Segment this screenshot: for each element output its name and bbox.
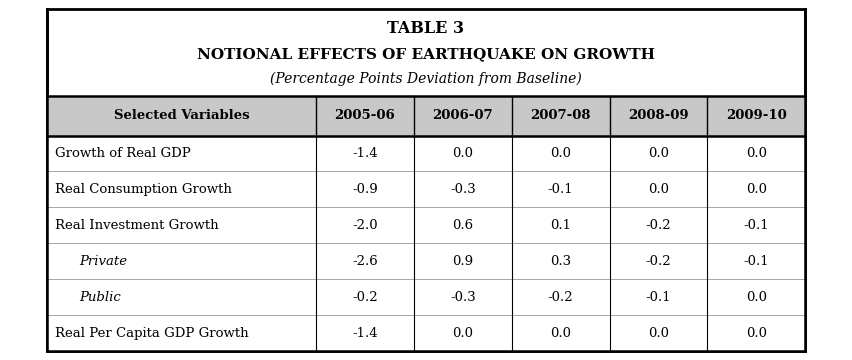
Text: 0.0: 0.0	[648, 327, 669, 339]
Text: 0.0: 0.0	[746, 327, 767, 339]
Bar	[47, 315, 805, 351]
Text: 0.0: 0.0	[746, 147, 767, 160]
Text: 0.1: 0.1	[550, 219, 571, 232]
Text: -0.2: -0.2	[646, 255, 671, 268]
Bar	[47, 135, 805, 171]
Text: 2008-09: 2008-09	[628, 109, 688, 122]
Bar	[47, 171, 805, 207]
Text: 0.0: 0.0	[746, 291, 767, 303]
Text: 0.3: 0.3	[550, 255, 571, 268]
Text: 0.0: 0.0	[550, 327, 571, 339]
Text: Real Per Capita GDP Growth: Real Per Capita GDP Growth	[55, 327, 249, 339]
Text: Selected Variables: Selected Variables	[113, 109, 250, 122]
Text: 2007-08: 2007-08	[530, 109, 590, 122]
Text: Real Investment Growth: Real Investment Growth	[55, 219, 219, 232]
Text: Growth of Real GDP: Growth of Real GDP	[55, 147, 191, 160]
Text: -0.9: -0.9	[352, 183, 377, 196]
Bar	[47, 279, 805, 315]
Text: 0.0: 0.0	[550, 147, 571, 160]
Text: -0.3: -0.3	[450, 183, 475, 196]
Text: -0.1: -0.1	[744, 255, 769, 268]
Text: 0.9: 0.9	[452, 255, 474, 268]
Text: 0.0: 0.0	[648, 147, 669, 160]
Text: -0.3: -0.3	[450, 291, 475, 303]
Text: -1.4: -1.4	[352, 147, 377, 160]
Text: -0.1: -0.1	[646, 291, 671, 303]
Text: 0.0: 0.0	[452, 327, 473, 339]
Text: -0.2: -0.2	[646, 219, 671, 232]
Text: Public: Public	[79, 291, 121, 303]
Text: 2006-07: 2006-07	[433, 109, 493, 122]
Bar	[47, 243, 805, 279]
Text: -0.1: -0.1	[744, 219, 769, 232]
Bar	[47, 207, 805, 243]
Text: -0.2: -0.2	[548, 291, 573, 303]
Text: TABLE 3: TABLE 3	[388, 20, 464, 37]
Text: -1.4: -1.4	[352, 327, 377, 339]
Text: -0.2: -0.2	[352, 291, 377, 303]
Text: 0.0: 0.0	[452, 147, 473, 160]
Text: -2.6: -2.6	[352, 255, 377, 268]
Bar	[47, 9, 805, 351]
Text: 0.6: 0.6	[452, 219, 474, 232]
Text: Real Consumption Growth: Real Consumption Growth	[55, 183, 233, 196]
Text: 2009-10: 2009-10	[726, 109, 786, 122]
Text: -0.1: -0.1	[548, 183, 573, 196]
Text: -2.0: -2.0	[352, 219, 377, 232]
Text: Private: Private	[79, 255, 127, 268]
Text: 0.0: 0.0	[648, 183, 669, 196]
Text: 2005-06: 2005-06	[335, 109, 395, 122]
Text: NOTIONAL EFFECTS OF EARTHQUAKE ON GROWTH: NOTIONAL EFFECTS OF EARTHQUAKE ON GROWTH	[197, 48, 655, 61]
Text: (Percentage Points Deviation from Baseline): (Percentage Points Deviation from Baseli…	[270, 72, 582, 86]
Bar	[47, 96, 805, 135]
Text: 0.0: 0.0	[746, 183, 767, 196]
